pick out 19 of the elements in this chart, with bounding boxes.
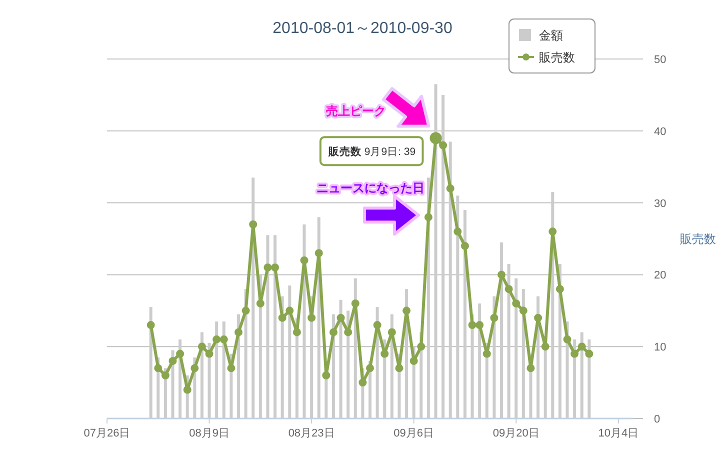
y-tick-label: 10 [654,342,666,354]
x-tick-label: 09月6日 [394,428,434,440]
y-tick-label: 50 [654,54,666,66]
annotation: 売上ピーク [326,104,386,118]
x-tick-label: 08月23日 [288,428,335,440]
y-tick-label: 0 [654,414,660,426]
x-tick-label: 07月26日 [84,428,130,440]
y-tick-label: 40 [654,126,666,138]
x-tick-label: 09月20日 [492,428,540,440]
annotation: ニュースになった日 [316,181,424,196]
legend-label: 金額 [539,28,563,42]
y-tick-label: 30 [654,198,666,210]
annotation: 販売数 9月9日: 39 [327,145,416,158]
y-axis-title: 販売数 [680,232,716,246]
y-tick-label: 20 [654,270,666,282]
chart-title: 2010-08-01～2010-09-30 [272,20,452,37]
legend-label: 販売数 [539,50,575,64]
x-tick-label: 10月4日 [598,428,639,440]
x-tick-label: 08月9日 [189,428,230,440]
